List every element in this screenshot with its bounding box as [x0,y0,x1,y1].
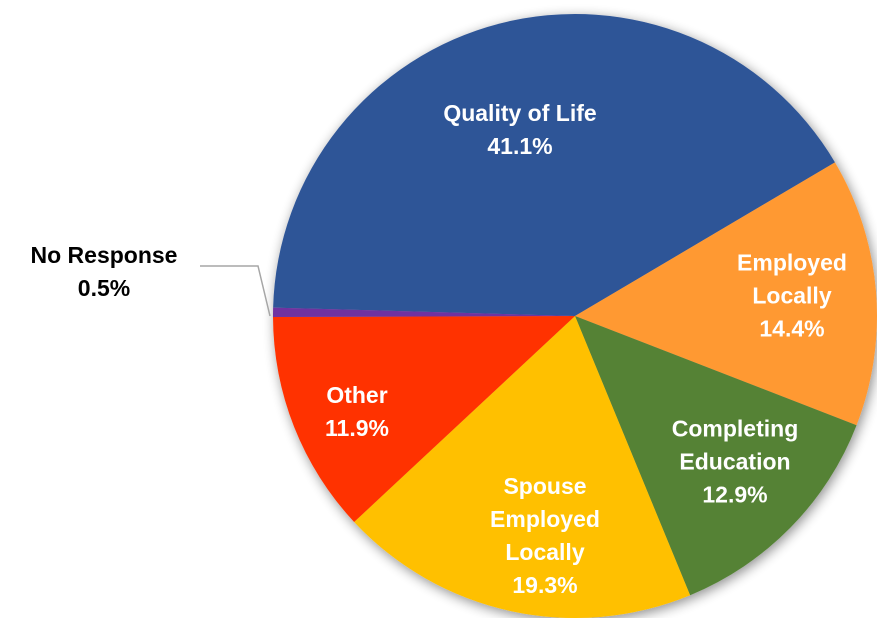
leader-line [200,265,271,317]
pie-slice [575,162,877,426]
category-label: No Response [30,242,178,268]
data-label: Completing Education 12.9% [650,413,820,512]
pie-slice [575,316,857,596]
value-label: 12.9% [702,481,768,508]
value-label: 41.1% [487,133,553,159]
data-label: Quality of Life 41.1% [390,97,650,163]
category-label: Other [326,382,388,408]
pie [273,13,877,618]
category-label: Spouse Employed Locally [490,473,600,565]
category-label: Completing Education [671,415,799,475]
pie-slice [273,307,575,318]
value-label: 0.5% [77,275,131,301]
data-label: Spouse Employed Locally 19.3% [480,470,610,602]
data-label: No Response 0.5% [0,239,214,305]
category-label: Quality of Life [443,100,597,126]
pie-slice [273,316,575,522]
pie-slice [273,13,835,316]
value-label: 11.9% [325,415,389,441]
data-label: Employed Locally 14.4% [722,247,862,346]
value-label: 14.4% [759,315,825,342]
pie-slice [354,316,691,618]
data-label: Other 11.9% [297,379,417,445]
category-label: Employed Locally [737,249,847,309]
value-label: 19.3% [512,572,578,598]
